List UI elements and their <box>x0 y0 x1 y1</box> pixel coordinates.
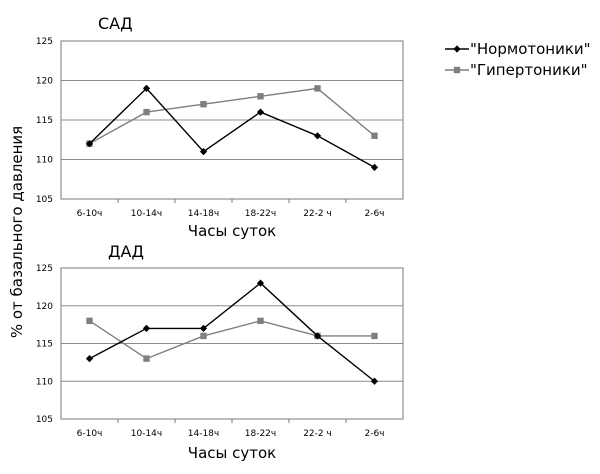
x-tick-label: 22-2 ч <box>303 209 332 219</box>
data-point <box>85 355 94 363</box>
data-point <box>370 377 379 385</box>
data-point <box>199 324 208 332</box>
data-point <box>371 332 378 340</box>
data-point <box>142 324 151 332</box>
legend-label: "Нормотоники" <box>470 40 591 58</box>
x-tick-label: 2-6ч <box>364 209 384 219</box>
data-point <box>256 279 265 287</box>
x-tick-label: 6-10ч <box>77 209 103 219</box>
y-tick-label: 105 <box>36 415 53 425</box>
y-tick-label: 120 <box>36 302 53 312</box>
data-point <box>86 317 93 325</box>
chart-panel-2: 105 110 115 120 125 6-10ч 10-14ч 14-18ч 18-22ч 22… <box>36 242 404 462</box>
y-tick-label: 115 <box>36 116 53 126</box>
series-2 <box>86 317 378 362</box>
x-tick-label: 10-14ч <box>131 209 162 219</box>
x-tick-label: 18-22ч <box>245 429 276 439</box>
legend-label: "Гипертоники" <box>470 61 588 79</box>
series-2 <box>86 85 378 147</box>
data-point <box>199 148 208 156</box>
y-tick-label: 105 <box>36 195 53 205</box>
y-tick-label: 120 <box>36 77 53 87</box>
data-point <box>143 108 150 116</box>
data-point <box>200 101 207 108</box>
y-tick-label: 110 <box>36 156 53 166</box>
data-point <box>371 132 378 139</box>
series-1 <box>85 279 379 385</box>
data-point <box>142 84 151 92</box>
data-point <box>313 132 322 140</box>
legend-marker <box>453 66 461 74</box>
legend-item-2: "Гипертоники" <box>445 61 588 79</box>
x-tick-label: 2-6ч <box>364 429 384 439</box>
x-axis-label: Часы суток <box>188 444 276 462</box>
y-tick-label: 125 <box>36 37 53 47</box>
x-tick-label: 10-14ч <box>131 429 162 439</box>
y-tick-label: 115 <box>36 340 53 350</box>
legend-marker <box>453 45 461 53</box>
x-tick-label: 14-18ч <box>188 429 219 439</box>
chart-title: САД <box>98 14 133 33</box>
x-tick-label: 22-2 ч <box>303 429 332 439</box>
legend-item-1: "Нормотоники" <box>445 40 591 58</box>
legend: "Нормотоники" "Гипертоники" <box>445 40 591 79</box>
x-tick-label: 6-10ч <box>77 429 103 439</box>
x-tick-label: 14-18ч <box>188 209 219 219</box>
series-1 <box>85 84 379 171</box>
data-point <box>314 85 321 92</box>
series-line <box>89 87 375 169</box>
data-point <box>313 332 322 340</box>
data-point <box>85 140 94 148</box>
x-axis-label: Часы суток <box>188 222 276 240</box>
y-tick-label: 125 <box>36 264 53 274</box>
series-line <box>89 282 375 382</box>
data-point <box>370 163 379 171</box>
series-line <box>89 87 375 145</box>
data-point <box>257 93 264 100</box>
y-tick-label: 110 <box>36 377 53 387</box>
data-point <box>256 108 265 116</box>
data-point <box>257 317 264 325</box>
series-line <box>89 320 375 360</box>
chart-title: ДАД <box>108 242 144 261</box>
data-point <box>200 332 207 340</box>
y-axis-label: % от базального давления <box>8 126 26 338</box>
x-tick-label: 18-22ч <box>245 209 276 219</box>
chart-panels: 105 110 115 120 125 6-10ч 10-14ч 14-18ч 18-22ч 22… <box>36 14 404 462</box>
data-point <box>143 355 150 362</box>
chart-panel-1: 105 110 115 120 125 6-10ч 10-14ч 14-18ч 18-22ч 22… <box>36 14 404 240</box>
